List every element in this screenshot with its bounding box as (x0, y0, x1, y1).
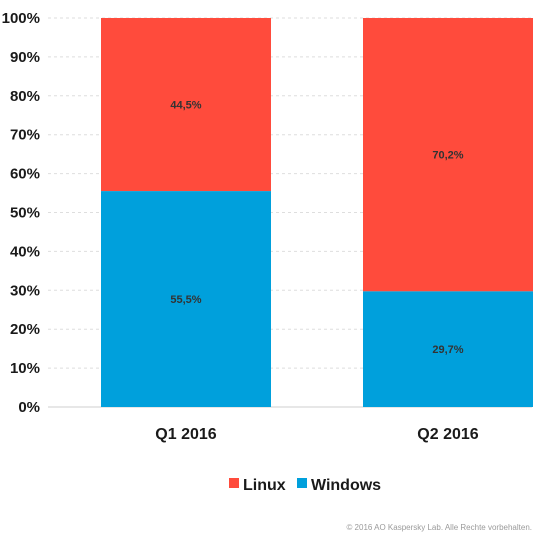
bar-windows (363, 291, 533, 407)
bar-linux (101, 18, 271, 192)
legend-label-linux: Linux (243, 477, 286, 494)
data-label-windows: 55,5% (170, 294, 201, 306)
y-axis-ticks: 0% 10% 20% 30% 40% 50% 60% 70% 80% 90% 100% (2, 10, 40, 416)
y-tick-label: 40% (10, 243, 40, 260)
y-tick-label: 90% (10, 49, 40, 66)
copyright-notice: © 2016 AO Kaspersky Lab. Alle Rechte vor… (346, 523, 532, 532)
y-tick-label: 80% (10, 88, 40, 105)
x-category-label: Q2 2016 (417, 426, 478, 443)
y-tick-label: 60% (10, 166, 40, 183)
data-labels: 44,5% 55,5% 70,2% 29,7% (170, 100, 463, 357)
x-axis-categories: Q1 2016 Q2 2016 (155, 426, 478, 443)
legend-swatch-linux (229, 478, 239, 488)
data-label-windows: 29,7% (432, 344, 463, 356)
legend: Linux Windows (229, 477, 381, 494)
bar-windows (101, 191, 271, 407)
bar-linux (363, 18, 533, 292)
y-tick-label: 100% (2, 10, 40, 27)
x-category-label: Q1 2016 (155, 426, 216, 443)
y-tick-label: 0% (18, 399, 40, 416)
y-tick-label: 20% (10, 321, 40, 338)
bars (101, 18, 533, 407)
y-tick-label: 70% (10, 127, 40, 144)
data-label-linux: 70,2% (432, 150, 463, 162)
data-label-linux: 44,5% (170, 100, 201, 112)
y-tick-label: 10% (10, 360, 40, 377)
legend-label-windows: Windows (311, 477, 381, 494)
y-tick-label: 50% (10, 205, 40, 222)
y-tick-label: 30% (10, 282, 40, 299)
legend-swatch-windows (297, 478, 307, 488)
